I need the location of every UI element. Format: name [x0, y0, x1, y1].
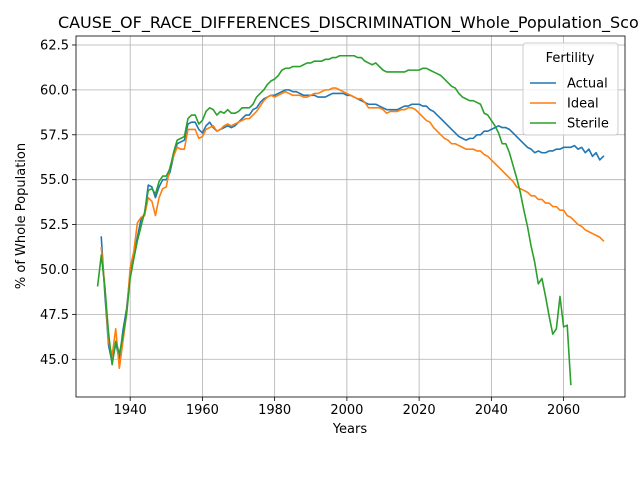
legend: Fertility Actual Ideal Sterile — [522, 42, 619, 136]
y-tick-label: 57.5 — [40, 128, 69, 143]
x-tick-label: 1960 — [186, 403, 219, 418]
y-tick-label: 55.0 — [40, 173, 69, 188]
x-tick-label: 2000 — [330, 403, 363, 418]
y-tick-label: 47.5 — [40, 308, 69, 323]
x-tick-label: 2040 — [475, 403, 508, 418]
y-tick-label: 50.0 — [40, 263, 69, 278]
series-line-sterile — [96, 54, 572, 386]
x-tick-label: 2060 — [547, 403, 580, 418]
legend-label-actual: Actual — [567, 77, 608, 92]
x-tick-label: 2020 — [403, 403, 436, 418]
y-tick-label: 52.5 — [40, 218, 69, 233]
y-axis-title: % of Whole Population — [14, 143, 29, 289]
x-tick-label: 1980 — [258, 403, 291, 418]
y-tick-label: 60.0 — [40, 83, 69, 98]
x-tick-label: 1940 — [114, 403, 147, 418]
x-axis-ticks: 1940 1960 1980 2000 2020 2040 2060 — [114, 397, 580, 418]
legend-title: Fertility — [546, 51, 595, 66]
chart-title: CAUSE_OF_RACE_DIFFERENCES_DISCRIMINATION… — [58, 13, 640, 33]
x-axis-title: Years — [332, 422, 368, 437]
plot-frame — [75, 35, 626, 398]
y-tick-label: 62.5 — [40, 38, 69, 53]
legend-frame — [522, 42, 619, 136]
legend-label-ideal: Ideal — [567, 97, 599, 112]
y-tick-label: 45.0 — [40, 353, 69, 368]
legend-label-sterile: Sterile — [567, 117, 609, 132]
axes — [75, 35, 626, 398]
series-lines — [96, 54, 605, 386]
y-axis-ticks: 45.0 47.5 50.0 52.5 55.0 57.5 60.0 62.5 — [40, 38, 76, 368]
